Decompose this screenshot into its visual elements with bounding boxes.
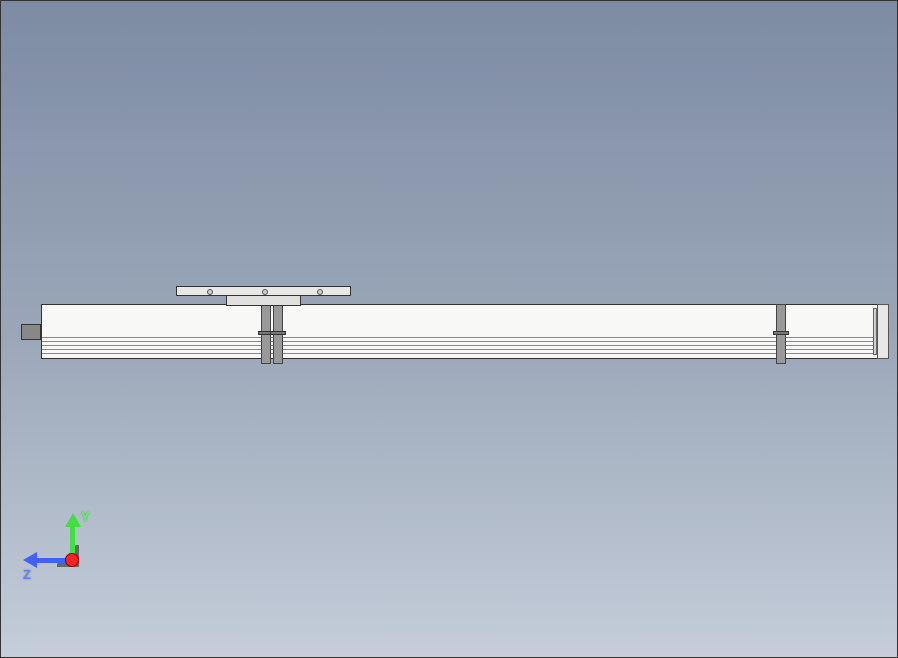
right-end-cap	[877, 304, 889, 359]
coordinate-triad[interactable]: Y Z	[29, 517, 109, 597]
y-axis-arrow-icon	[65, 513, 81, 527]
mounting-hole	[317, 289, 323, 295]
cad-viewport[interactable]: Y Z	[0, 0, 898, 658]
z-axis-arrow-icon	[23, 552, 37, 568]
y-axis-label: Y	[81, 509, 90, 524]
z-axis-label: Z	[23, 567, 31, 582]
carriage-assembly	[176, 286, 351, 306]
mounting-hole	[207, 289, 213, 295]
model-linear-rail	[21, 286, 881, 376]
rail-extrusion	[41, 304, 889, 359]
rail-groove	[42, 345, 888, 346]
carriage-top-plate	[176, 286, 351, 296]
y-axis-line	[70, 522, 75, 557]
rail-groove	[42, 341, 888, 342]
bracket-pin	[773, 331, 789, 335]
motor-connector	[21, 324, 41, 340]
rail-groove	[42, 353, 888, 354]
z-axis-line	[34, 558, 69, 563]
bracket-pin	[270, 331, 286, 335]
rail-groove	[42, 349, 888, 350]
right-end-inner	[873, 308, 877, 355]
rail-groove	[42, 337, 888, 338]
x-axis-origin-icon	[65, 553, 79, 567]
mounting-hole	[262, 289, 268, 295]
